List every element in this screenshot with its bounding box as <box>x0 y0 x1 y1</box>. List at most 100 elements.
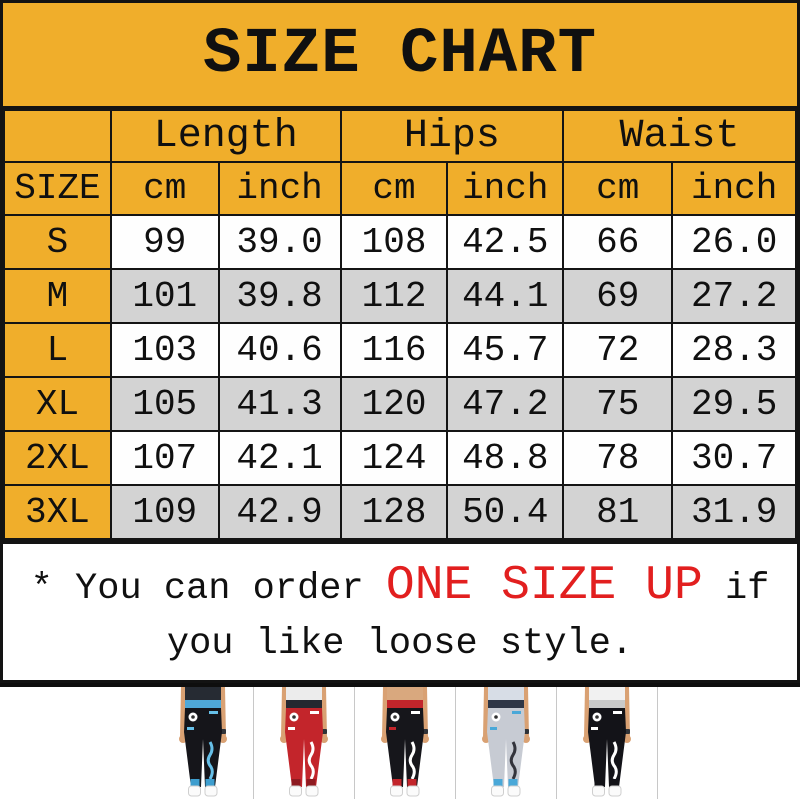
product-thumbnail-2 <box>254 687 355 799</box>
joggers-photo-black-white <box>583 687 631 797</box>
joggers-photo-red <box>280 687 328 797</box>
waistband <box>286 700 322 708</box>
product-thumbnail-4 <box>456 687 557 799</box>
waistband <box>387 700 423 708</box>
measure-cell: 107 <box>109 430 220 486</box>
measure-cell: 109 <box>109 484 220 540</box>
shoe-right <box>204 785 218 797</box>
note-suffix: if <box>702 568 770 610</box>
cuff-left <box>190 779 200 787</box>
measure-cell: 39.0 <box>217 214 342 270</box>
shirt-hem <box>286 687 322 700</box>
shoe-left <box>188 785 201 797</box>
print-mark <box>389 727 396 730</box>
product-thumbnail-3 <box>355 687 456 799</box>
joggers-photo-gray-blue <box>482 687 530 797</box>
unit-header: cm <box>109 161 220 216</box>
note-line-1: * You can order ONE SIZE UP if <box>31 558 770 616</box>
joggers-photo-black-red <box>381 687 429 797</box>
size-table: Length Hips Waist SIZE cm inch cm inch c… <box>3 109 797 540</box>
measure-cell: 28.3 <box>671 322 797 378</box>
cuff-left <box>291 779 301 787</box>
cuff-left <box>493 779 503 787</box>
note-highlight: ONE SIZE UP <box>385 559 703 613</box>
measure-cell: 42.1 <box>217 430 342 486</box>
shoe-left <box>592 785 605 797</box>
leg-print <box>610 741 618 780</box>
table-row-l: L 103 40.6 116 45.7 72 28.3 <box>3 322 797 378</box>
table-row-s: S 99 39.0 108 42.5 66 26.0 <box>3 214 797 270</box>
corner-cell <box>3 109 112 163</box>
shirt-hem <box>387 687 423 700</box>
measure-cell: 103 <box>109 322 220 378</box>
size-cell: L <box>3 322 112 378</box>
measure-cell: 45.7 <box>446 322 565 378</box>
size-cell: S <box>3 214 112 270</box>
measure-cell: 66 <box>562 214 674 270</box>
table-row-3xl: 3XL 109 42.9 128 50.4 81 31.9 <box>3 484 797 540</box>
print-mark <box>512 711 521 714</box>
leg-print <box>509 741 517 780</box>
size-cell: 3XL <box>3 484 112 540</box>
measure-cell: 108 <box>339 214 449 270</box>
shoe-right <box>608 785 622 797</box>
shoe-left <box>491 785 504 797</box>
shoe-right <box>507 785 521 797</box>
measure-cell: 30.7 <box>671 430 797 486</box>
measure-cell: 29.5 <box>671 376 797 432</box>
note-line-2: you like loose style. <box>166 622 634 665</box>
note-prefix: * You can order <box>30 568 386 610</box>
print-mark <box>490 727 497 730</box>
table-row-xl: XL 105 41.3 120 47.2 75 29.5 <box>3 376 797 432</box>
measure-cell: 42.9 <box>217 484 342 540</box>
size-column-header: SIZE <box>3 161 112 216</box>
cuff-right <box>306 779 316 787</box>
measure-cell: 27.2 <box>671 268 797 324</box>
print-mark <box>411 711 420 714</box>
print-mark <box>288 727 295 730</box>
print-mark <box>310 711 319 714</box>
measure-cell: 116 <box>339 322 449 378</box>
shoe-right <box>305 785 319 797</box>
shirt-hem <box>185 687 221 700</box>
measure-cell: 48.8 <box>446 430 565 486</box>
print-mark <box>209 711 218 714</box>
cuff-left <box>594 779 604 787</box>
measure-cell: 26.0 <box>671 214 797 270</box>
product-photo-strip <box>0 683 800 800</box>
measure-cell: 124 <box>339 430 449 486</box>
unit-header: cm <box>339 161 449 216</box>
waistband <box>589 700 625 708</box>
page-title: SIZE CHART <box>3 3 797 109</box>
measure-cell: 47.2 <box>446 376 565 432</box>
measure-cell: 75 <box>562 376 674 432</box>
measure-cell: 41.3 <box>217 376 342 432</box>
size-cell: 2XL <box>3 430 112 486</box>
size-cell: XL <box>3 376 112 432</box>
measure-cell: 39.8 <box>217 268 342 324</box>
sizing-note: * You can order ONE SIZE UP if you like … <box>0 541 800 683</box>
cuff-right <box>609 779 619 787</box>
size-cell: M <box>3 268 112 324</box>
joggers-photo-black-blue <box>179 687 227 797</box>
print-mark <box>591 727 598 730</box>
shoe-right <box>406 785 420 797</box>
shoe-left <box>390 785 403 797</box>
measure-cell: 44.1 <box>446 268 565 324</box>
measure-cell: 120 <box>339 376 449 432</box>
measure-cell: 50.4 <box>446 484 565 540</box>
print-mark <box>613 711 622 714</box>
shoe-left <box>289 785 302 797</box>
measure-cell: 40.6 <box>217 322 342 378</box>
group-header-waist: Waist <box>562 109 797 163</box>
measure-cell: 78 <box>562 430 674 486</box>
print-mark <box>187 727 194 730</box>
waistband <box>185 700 221 708</box>
product-thumbnail-5 <box>557 687 658 799</box>
shirt-hem <box>589 687 625 700</box>
cuff-left <box>392 779 402 787</box>
measure-cell: 105 <box>109 376 220 432</box>
unit-header: cm <box>562 161 674 216</box>
measure-cell: 128 <box>339 484 449 540</box>
leg-print <box>307 741 315 780</box>
